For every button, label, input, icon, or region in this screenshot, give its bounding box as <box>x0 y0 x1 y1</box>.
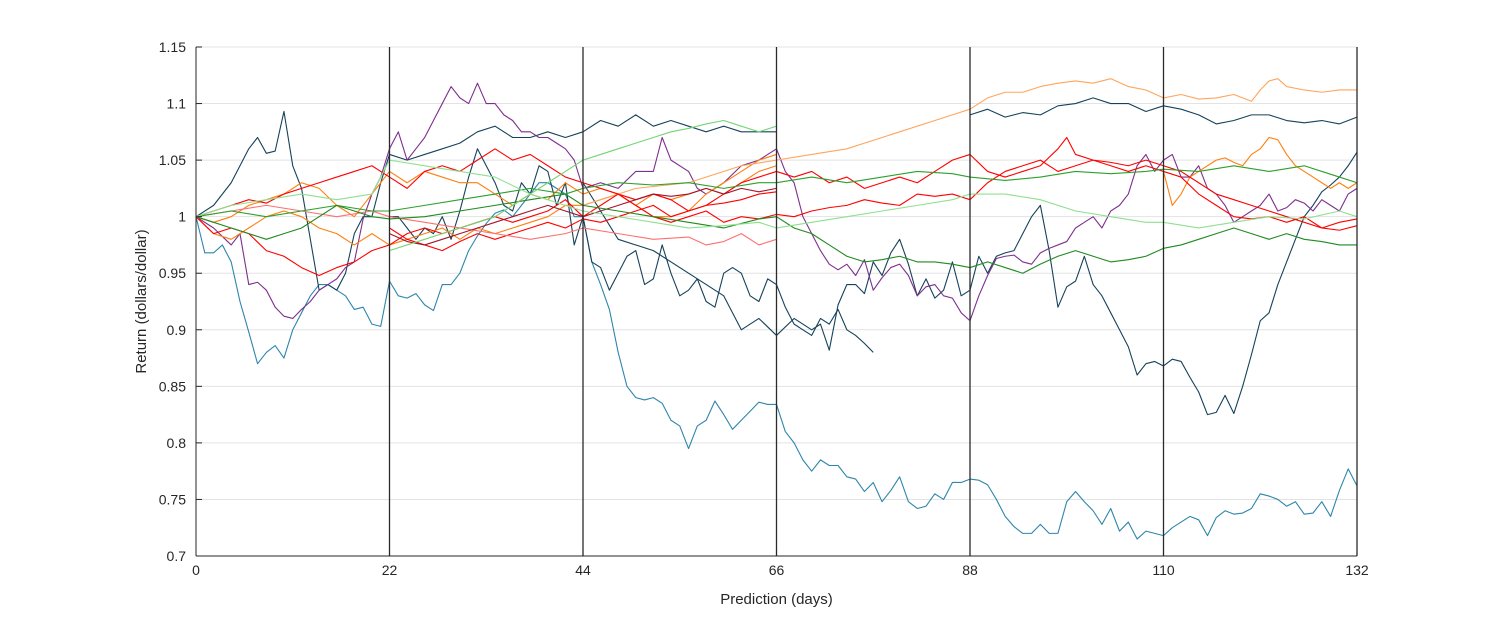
y-tick-label: 1.1 <box>167 96 187 112</box>
series-line-18 <box>195 193 1357 274</box>
x-tick-label: 44 <box>575 562 591 578</box>
series-line-10 <box>1162 136 1358 206</box>
x-tick-label: 0 <box>192 562 200 578</box>
series-line-11 <box>582 78 1357 206</box>
x-axis-label: Prediction (days) <box>720 591 833 608</box>
axes: 0 22 44 66 88 110 132 0.7 0.75 0.8 0.85 0.9 0.95 1 1.0… <box>159 39 1369 578</box>
series-line-2 <box>195 110 777 291</box>
series-line-7 <box>775 148 1358 322</box>
y-tick-label: 1.15 <box>159 39 186 55</box>
y-tick-label: 1 <box>178 209 186 225</box>
y-tick-label: 0.85 <box>159 378 186 394</box>
x-tick-label: 88 <box>962 562 978 578</box>
x-tick-label: 132 <box>1345 562 1369 578</box>
y-tick-label: 0.7 <box>167 548 187 564</box>
x-tick-label: 110 <box>1152 562 1175 578</box>
y-tick-label: 0.75 <box>159 491 186 507</box>
y-axis-label: Return (dollars/dollar) <box>133 229 150 373</box>
y-tick-label: 0.8 <box>167 435 187 451</box>
series-line-6 <box>195 82 777 320</box>
series-line-3 <box>389 148 874 353</box>
series-line-12 <box>195 136 1358 277</box>
period-boundaries <box>388 47 1358 556</box>
series-line-9 <box>195 165 777 246</box>
y-tick-label: 0.9 <box>167 322 187 338</box>
y-tick-label: 1.05 <box>159 152 186 168</box>
y-tick-label: 0.95 <box>159 265 186 281</box>
x-tick-label: 22 <box>382 562 398 578</box>
series-line-15 <box>195 204 777 246</box>
series-line-17 <box>195 165 1358 218</box>
x-tick-label: 66 <box>769 562 785 578</box>
series-line-4 <box>582 151 1358 416</box>
